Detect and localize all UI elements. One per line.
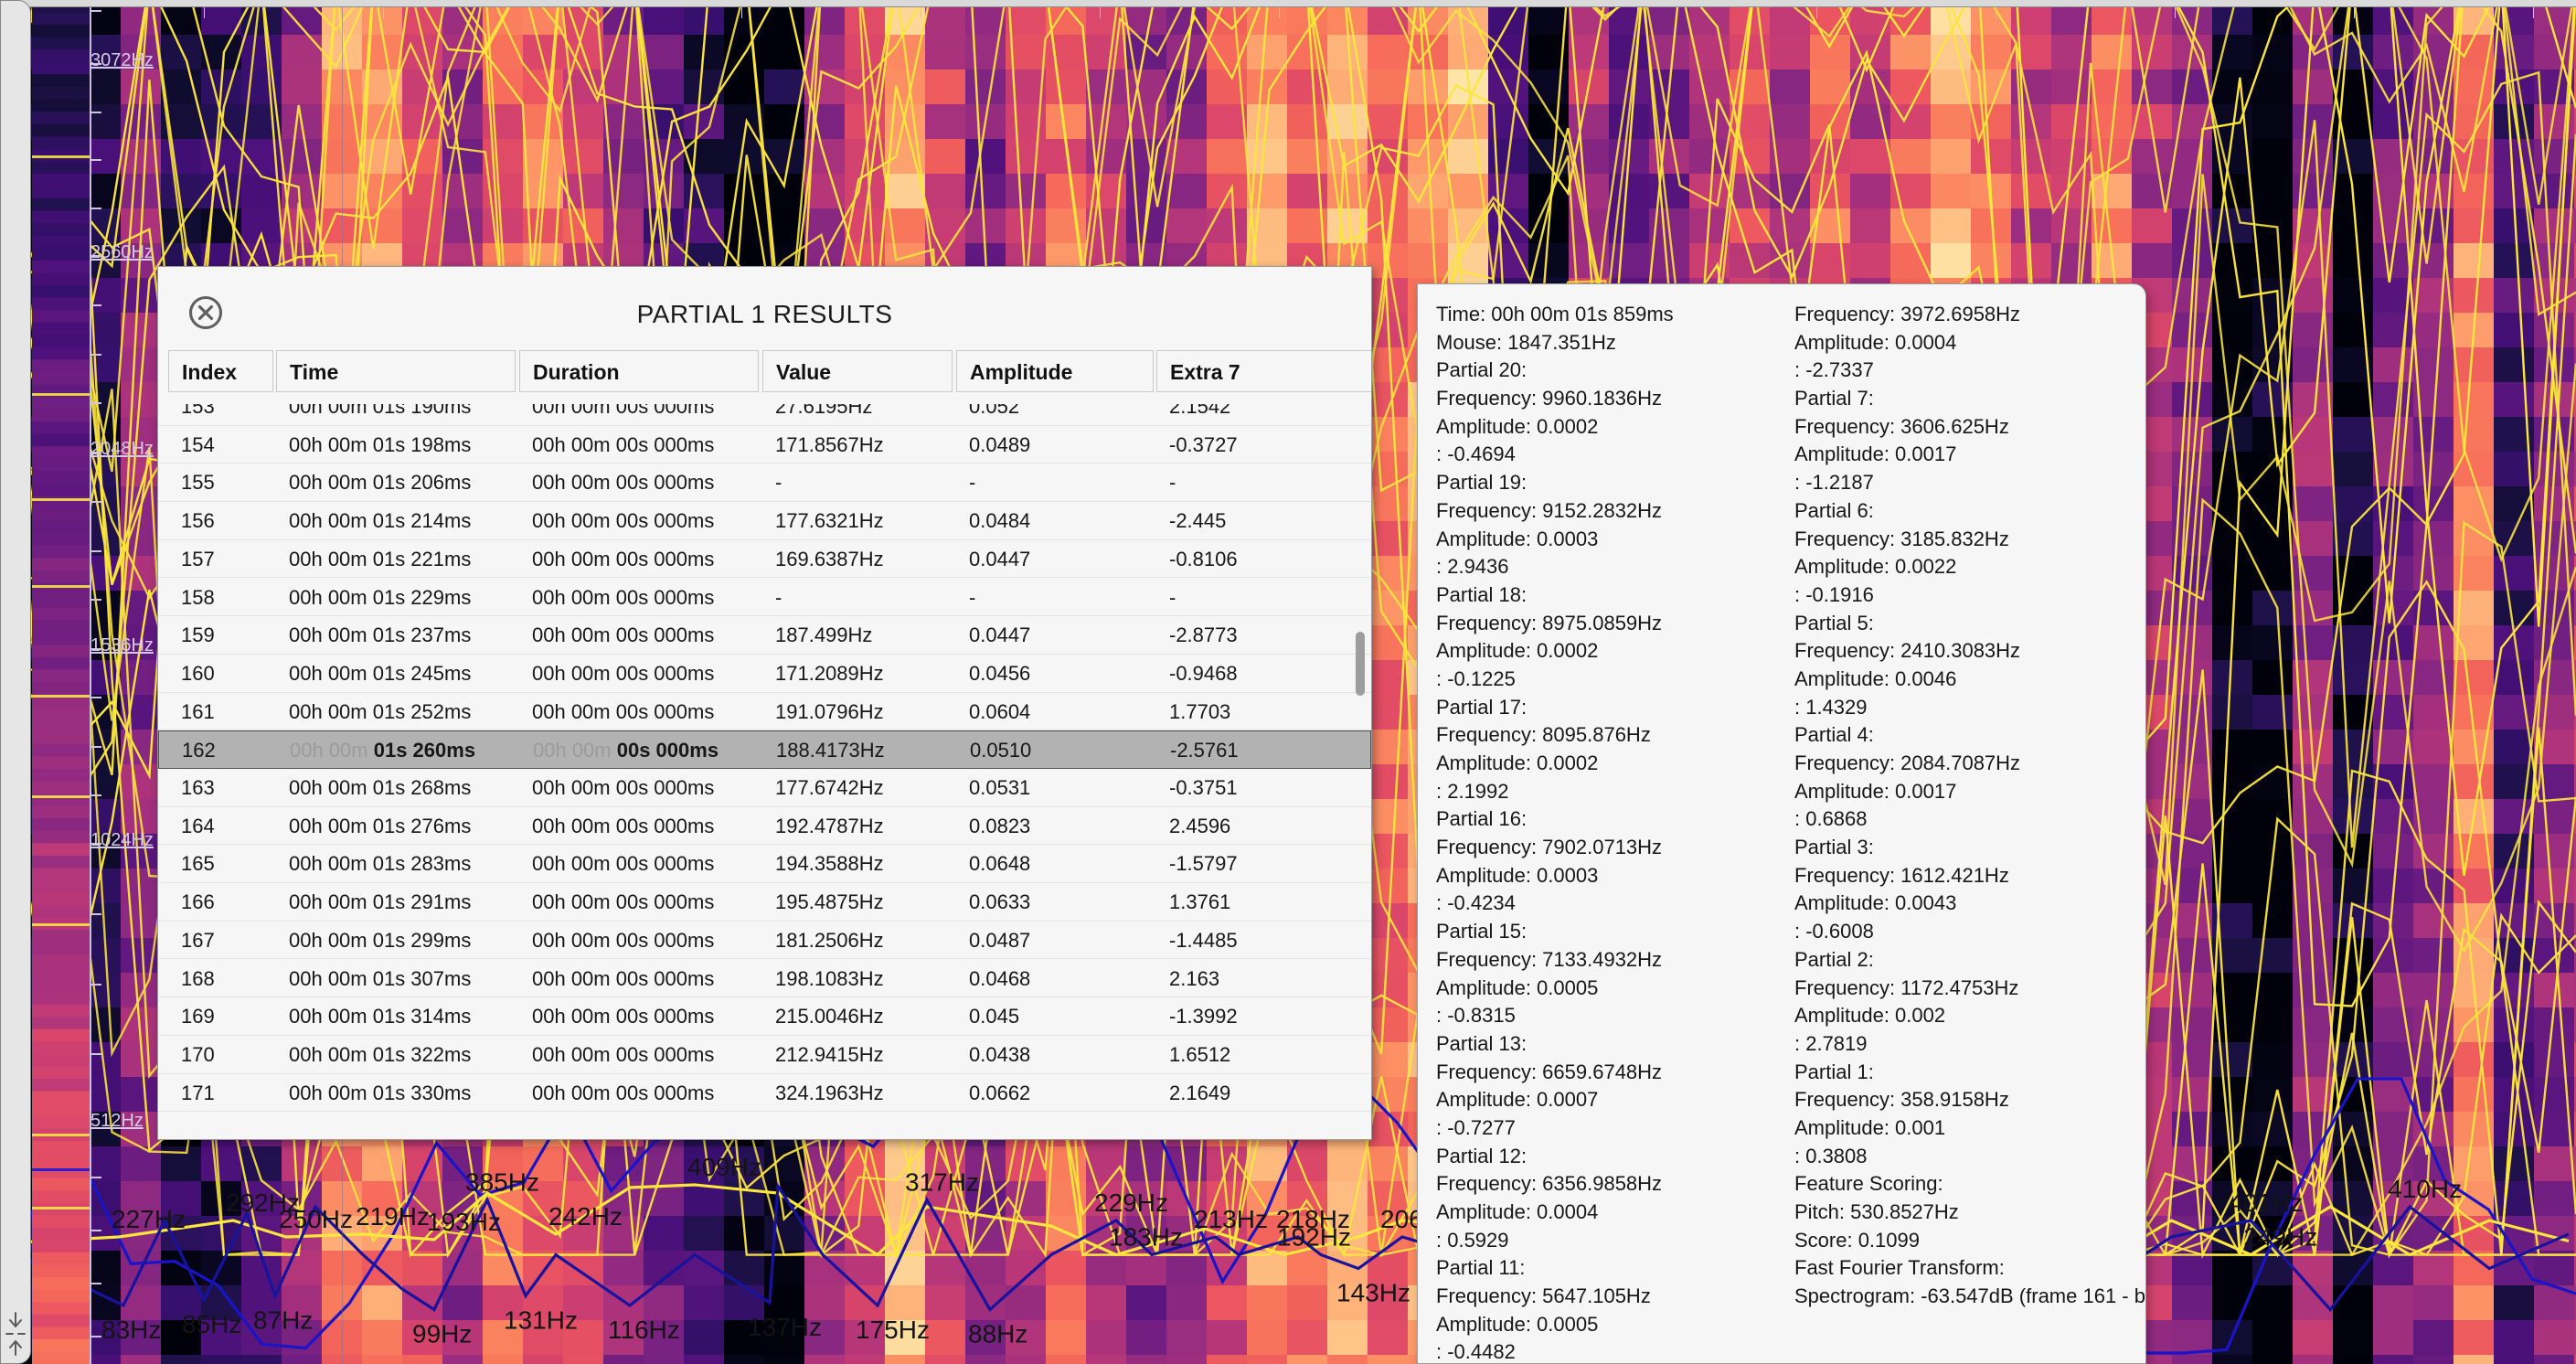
svg-text:227Hz: 227Hz bbox=[112, 1205, 186, 1233]
svg-text:229Hz: 229Hz bbox=[1094, 1188, 1168, 1217]
svg-text:213Hz: 213Hz bbox=[1194, 1205, 1268, 1233]
svg-text:99Hz: 99Hz bbox=[412, 1320, 472, 1348]
svg-text:131Hz: 131Hz bbox=[504, 1306, 578, 1335]
svg-text:409Hz: 409Hz bbox=[687, 1153, 761, 1181]
svg-text:219Hz: 219Hz bbox=[356, 1202, 430, 1231]
svg-text:137Hz: 137Hz bbox=[748, 1313, 822, 1341]
svg-text:249Hz: 249Hz bbox=[2243, 1223, 2317, 1252]
svg-text:143Hz: 143Hz bbox=[1336, 1279, 1410, 1307]
svg-text:317Hz: 317Hz bbox=[905, 1168, 979, 1197]
svg-text:87Hz: 87Hz bbox=[253, 1306, 313, 1335]
svg-text:385Hz: 385Hz bbox=[465, 1168, 539, 1197]
svg-text:193Hz: 193Hz bbox=[427, 1208, 501, 1236]
svg-text:183Hz: 183Hz bbox=[1109, 1223, 1183, 1252]
svg-text:175Hz: 175Hz bbox=[856, 1316, 930, 1344]
svg-text:192Hz: 192Hz bbox=[1277, 1223, 1351, 1252]
svg-text:85Hz: 85Hz bbox=[182, 1310, 241, 1338]
svg-text:410Hz: 410Hz bbox=[2388, 1175, 2462, 1203]
svg-text:83Hz: 83Hz bbox=[101, 1316, 161, 1344]
svg-text:401Hz: 401Hz bbox=[2229, 1188, 2303, 1217]
svg-text:116Hz: 116Hz bbox=[608, 1316, 680, 1344]
svg-text:242Hz: 242Hz bbox=[548, 1202, 623, 1231]
svg-text:88Hz: 88Hz bbox=[968, 1320, 1027, 1348]
